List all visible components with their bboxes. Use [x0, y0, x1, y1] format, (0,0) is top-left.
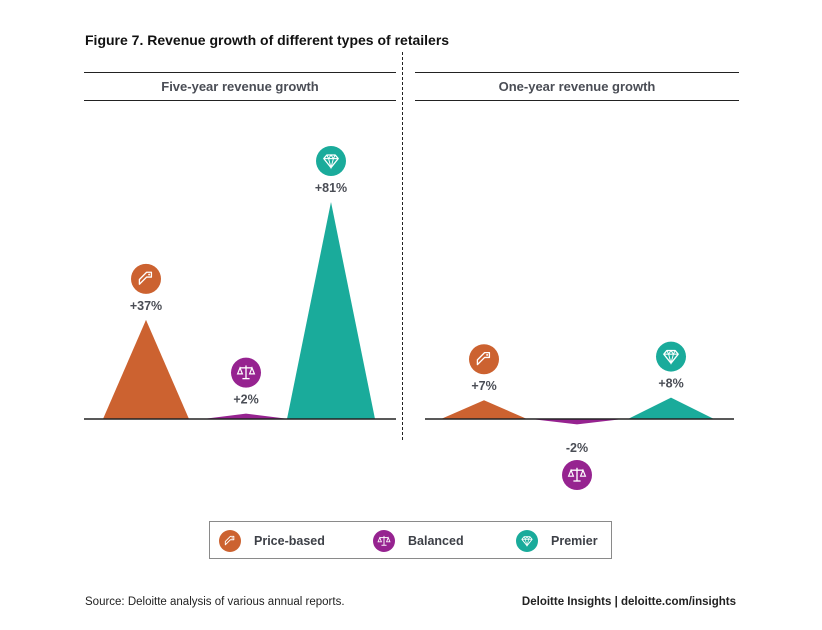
- legend-item-price-based: Price-based: [218, 522, 325, 560]
- scales-icon: [231, 357, 261, 388]
- diamond-icon: [516, 530, 538, 552]
- right-panel-top-rule: [415, 72, 739, 73]
- panel-divider: [402, 52, 403, 440]
- legend-label: Price-based: [254, 534, 325, 548]
- growth-triangle-balanced: [203, 413, 289, 419]
- growth-triangle-balanced: [531, 419, 623, 425]
- legend-label: Premier: [551, 534, 598, 548]
- credit-line: Deloitte Insights | deloitte.com/insight…: [521, 596, 736, 608]
- growth-triangle-price-based: [441, 400, 527, 419]
- data-label: +7%: [471, 379, 496, 393]
- data-label: +2%: [233, 393, 258, 407]
- right-panel-title: One-year revenue growth: [498, 79, 656, 94]
- legend-item-balanced: Balanced: [372, 522, 464, 560]
- scales-icon: [373, 530, 395, 552]
- price-tag-icon: [219, 530, 241, 552]
- growth-triangle-price-based: [103, 319, 189, 419]
- legend-label: Balanced: [408, 534, 464, 548]
- data-label: +81%: [315, 181, 347, 195]
- diamond-icon: [656, 341, 686, 372]
- scales-icon: [562, 460, 592, 490]
- growth-triangle-premier: [287, 202, 375, 419]
- price-tag-icon: [131, 263, 161, 294]
- growth-triangle-premier: [628, 397, 714, 419]
- data-label: -2%: [566, 441, 588, 455]
- left-panel-title: Five-year revenue growth: [161, 79, 319, 94]
- right-panel-bottom-rule: [415, 100, 739, 101]
- diamond-icon: [316, 146, 346, 176]
- price-tag-icon: [469, 344, 499, 375]
- figure-title: Figure 7. Revenue growth of different ty…: [85, 32, 450, 48]
- data-label: +8%: [658, 377, 683, 391]
- legend: Price-based Balanced Premier: [209, 521, 612, 559]
- data-label: +37%: [130, 299, 162, 313]
- legend-item-premier: Premier: [515, 522, 598, 560]
- source-note: Source: Deloitte analysis of various ann…: [85, 596, 345, 608]
- left-panel-top-rule: [84, 72, 396, 73]
- left-panel-bottom-rule: [84, 100, 396, 101]
